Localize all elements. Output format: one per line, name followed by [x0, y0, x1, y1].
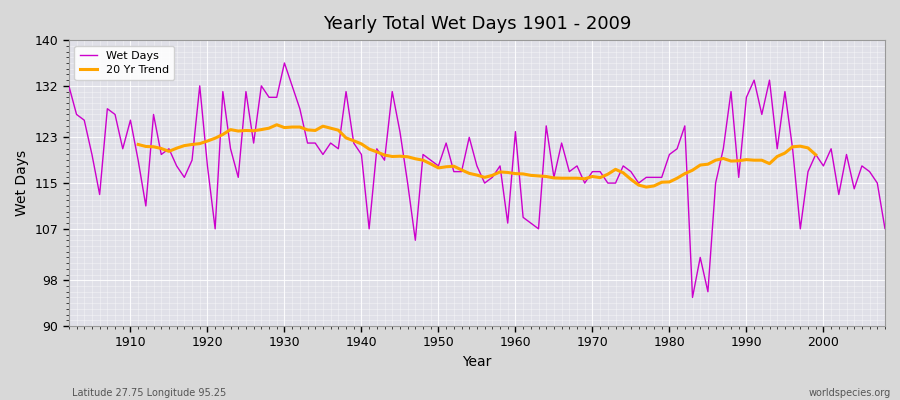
20 Yr Trend	[218, 132, 229, 137]
20 Yr Trend	[279, 125, 290, 130]
Legend: Wet Days, 20 Yr Trend: Wet Days, 20 Yr Trend	[75, 46, 175, 80]
20 Yr Trend	[271, 122, 282, 127]
Wet Days	[56, 186, 67, 191]
Text: worldspecies.org: worldspecies.org	[809, 388, 891, 398]
20 Yr Trend	[641, 185, 652, 190]
Title: Yearly Total Wet Days 1901 - 2009: Yearly Total Wet Days 1901 - 2009	[323, 15, 631, 33]
Wet Days	[887, 192, 898, 197]
20 Yr Trend	[749, 158, 760, 162]
Wet Days	[510, 129, 521, 134]
20 Yr Trend	[132, 142, 143, 147]
Wet Days	[610, 181, 621, 186]
X-axis label: Year: Year	[463, 355, 491, 369]
Line: 20 Yr Trend: 20 Yr Trend	[138, 125, 815, 187]
Wet Days	[687, 295, 698, 300]
Wet Days	[340, 89, 351, 94]
Wet Days	[117, 146, 128, 151]
20 Yr Trend	[202, 139, 212, 144]
Text: Latitude 27.75 Longitude 95.25: Latitude 27.75 Longitude 95.25	[72, 388, 226, 398]
Line: Wet Days: Wet Days	[61, 63, 893, 298]
Wet Days	[518, 215, 528, 220]
Wet Days	[279, 60, 290, 65]
Wet Days	[294, 106, 305, 111]
20 Yr Trend	[402, 154, 413, 159]
Y-axis label: Wet Days: Wet Days	[15, 150, 29, 216]
20 Yr Trend	[810, 152, 821, 157]
20 Yr Trend	[487, 173, 498, 178]
